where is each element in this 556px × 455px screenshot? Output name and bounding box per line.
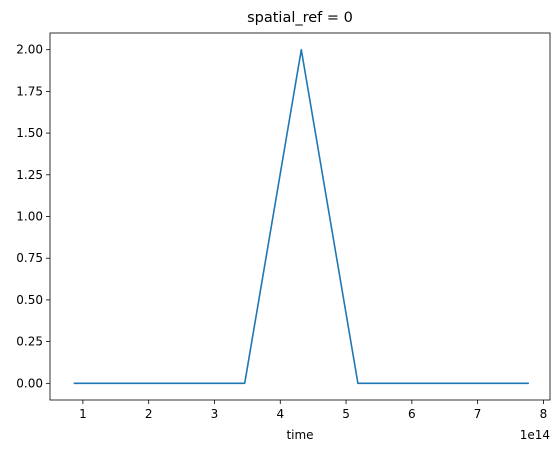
- x-tick-label: 5: [342, 407, 350, 421]
- y-axis-ticks: 0.00 0.25 0.50 0.75 1.00 1.25 1.50 1.75 2.00: [16, 43, 50, 390]
- x-axis-ticks: 1 2 3 4 5 6 7 8: [79, 400, 547, 421]
- series-line: [73, 48, 529, 385]
- x-tick-label: 4: [276, 407, 284, 421]
- x-tick-label: 2: [145, 407, 153, 421]
- y-tick-label: 0.25: [16, 335, 43, 349]
- y-tick-label: 0.50: [16, 293, 43, 307]
- x-tick-label: 6: [408, 407, 416, 421]
- chart-title: spatial_ref = 0: [247, 10, 353, 26]
- x-axis-offset-label: 1e14: [520, 428, 550, 442]
- plot-area: [49, 32, 551, 401]
- y-tick-label: 1.00: [16, 210, 43, 224]
- y-tick-label: 2.00: [16, 43, 43, 57]
- y-tick-label: 0.75: [16, 251, 43, 265]
- x-tick-label: 8: [540, 407, 548, 421]
- x-tick-label: 7: [474, 407, 482, 421]
- x-axis-label: time: [286, 428, 313, 442]
- axes-frame: [49, 32, 551, 401]
- x-tick-label: 3: [211, 407, 219, 421]
- y-tick-label: 0.00: [16, 376, 43, 390]
- y-tick-label: 1.25: [16, 168, 43, 182]
- y-tick-label: 1.50: [16, 126, 43, 140]
- x-tick-label: 1: [79, 407, 87, 421]
- y-tick-label: 1.75: [16, 84, 43, 98]
